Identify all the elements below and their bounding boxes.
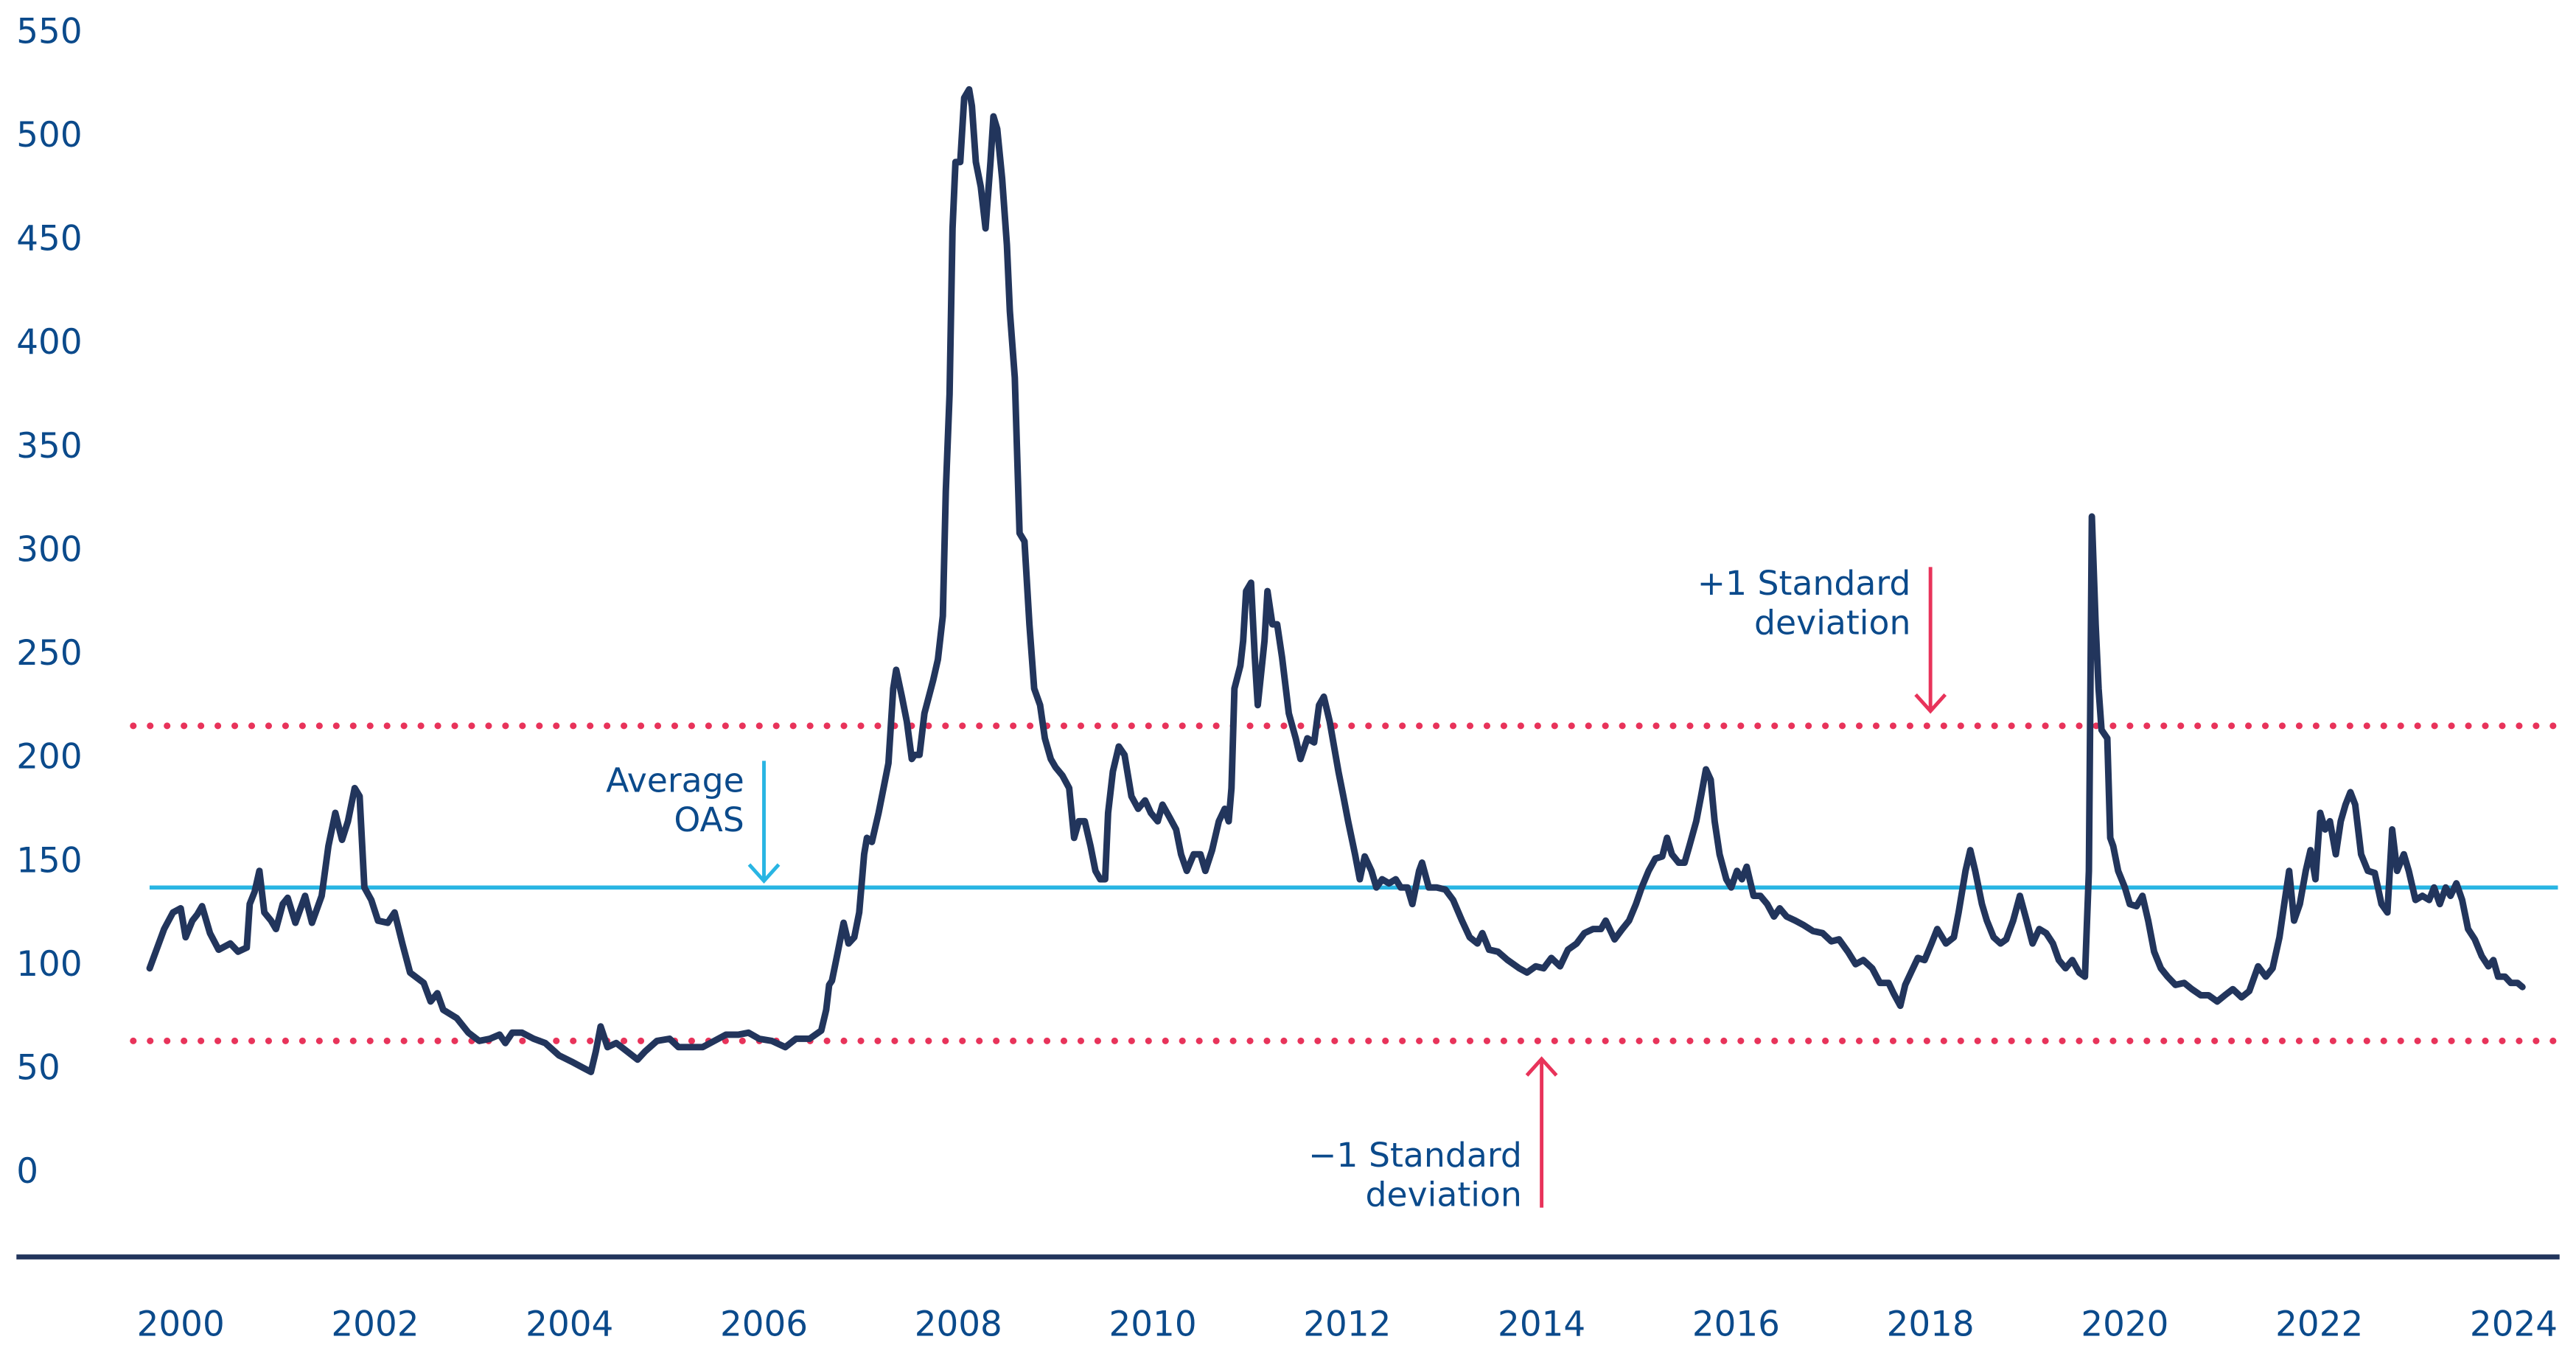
y-tick-label: 0	[16, 1152, 38, 1192]
arrow-head-icon	[1914, 693, 1947, 714]
y-tick-label: 450	[16, 220, 82, 259]
x-tick-label: 2004	[526, 1304, 613, 1344]
annotation-label: deviation	[1365, 1175, 1521, 1214]
y-tick-label: 300	[16, 530, 82, 570]
y-tick-label: 350	[16, 427, 82, 467]
y-tick-label: 250	[16, 634, 82, 674]
annotation-label: −1 Standard	[1308, 1136, 1522, 1175]
x-tick-label: 2024	[2470, 1304, 2558, 1344]
x-tick-label: 2012	[1303, 1304, 1391, 1344]
x-tick-label: 2022	[2275, 1304, 2363, 1344]
x-tick-label: 2014	[1498, 1304, 1585, 1344]
annotation-label: +1 Standard	[1697, 564, 1911, 603]
y-tick-label: 550	[16, 12, 82, 52]
y-tick-label: 500	[16, 116, 82, 156]
annotation-label: OAS	[674, 800, 744, 839]
x-tick-label: 2018	[1887, 1304, 1975, 1344]
x-tick-label: 2002	[331, 1304, 419, 1344]
x-tick-label: 2016	[1692, 1304, 1780, 1344]
arrow-head-icon	[747, 863, 781, 884]
oas-series-line	[146, 85, 2526, 1075]
x-tick-label: 2010	[1109, 1304, 1197, 1344]
y-tick-label: 150	[16, 841, 82, 881]
y-tick-label: 400	[16, 323, 82, 363]
annotation-label: deviation	[1754, 604, 1910, 643]
arrow-head-icon	[1525, 1056, 1558, 1077]
y-tick-label: 50	[16, 1049, 60, 1089]
x-tick-label: 2008	[915, 1304, 1002, 1344]
y-tick-label: 200	[16, 738, 82, 778]
y-tick-label: 100	[16, 945, 82, 985]
x-axis-tick-labels: 2000 2002 2004 2006 2008 2010 2012 2014 2016 2018…	[137, 1304, 2558, 1344]
annotation-label: Average	[606, 761, 744, 800]
x-tick-label: 2006	[720, 1304, 808, 1344]
x-tick-label: 2020	[2081, 1304, 2168, 1344]
x-tick-label: 2000	[137, 1304, 225, 1344]
y-axis-tick-labels: 0 50 100 150 200 250 300 350 400 450 500 550	[16, 12, 82, 1192]
